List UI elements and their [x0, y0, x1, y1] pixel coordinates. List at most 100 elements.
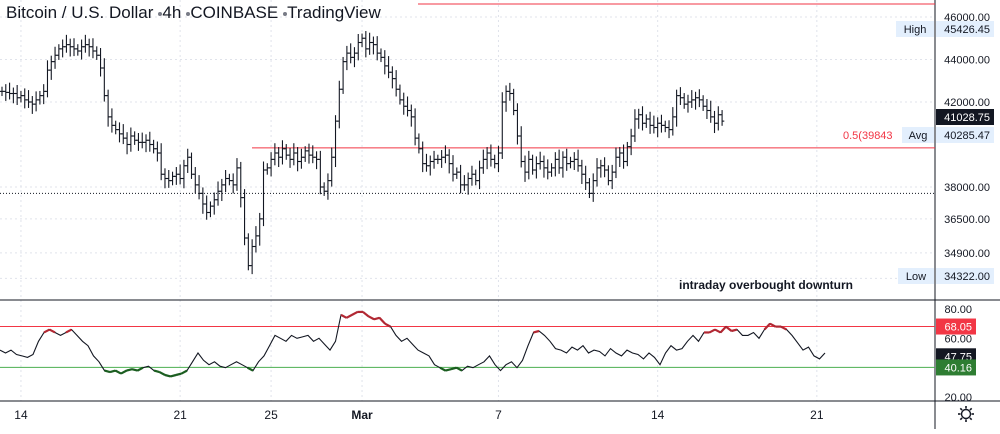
- candle-65: [246, 233, 251, 271]
- candle-180: [681, 93, 687, 109]
- candle-40: [151, 139, 156, 154]
- candle-136: [515, 103, 520, 145]
- candle-174: [659, 114, 664, 133]
- candle-171: [647, 111, 653, 134]
- candle-141: [534, 156, 539, 179]
- candle-172: [651, 115, 657, 134]
- svg-text:High: High: [904, 24, 927, 36]
- candle-116: [439, 150, 444, 168]
- price-tick-label: 34900.00: [944, 248, 990, 260]
- oscillator-highlight: [120, 369, 128, 375]
- candle-115: [435, 154, 441, 165]
- price-axis[interactable]: 46000.0044000.0042000.0038000.0036500.00…: [896, 12, 994, 404]
- candle-54: [204, 195, 209, 220]
- candle-44: [166, 170, 171, 188]
- candle-14: [52, 46, 58, 69]
- candle-50: [189, 152, 194, 179]
- candle-98: [371, 36, 376, 55]
- candle-51: [193, 167, 198, 194]
- time-tick-label: Mar: [351, 408, 373, 422]
- candle-59: [223, 170, 228, 193]
- time-tick-label: 7: [495, 408, 502, 422]
- candle-2: [7, 82, 12, 100]
- oscillator-highlight: [719, 325, 727, 334]
- candle-190: [719, 110, 725, 126]
- oscillator-highlight: [450, 366, 457, 371]
- candle-170: [644, 114, 649, 128]
- oscillator-highlight: [43, 328, 51, 334]
- candle-27: [102, 58, 107, 102]
- candle-41: [155, 141, 160, 162]
- candle-142: [537, 151, 543, 170]
- candle-161: [609, 164, 615, 190]
- candle-189: [716, 106, 721, 131]
- candle-70: [265, 163, 270, 175]
- candle-46: [174, 167, 179, 185]
- candle-144: [545, 159, 550, 180]
- candle-145: [549, 163, 554, 177]
- oscillator-highlight: [533, 329, 540, 334]
- osc-tick-label: 80.00: [944, 304, 972, 316]
- candle-127: [481, 149, 486, 174]
- candle-79: [299, 148, 304, 169]
- candle-96: [363, 31, 369, 58]
- candle-87: [329, 147, 334, 187]
- candle-12: [45, 60, 50, 98]
- candle-147: [556, 149, 562, 174]
- candle-140: [530, 154, 535, 175]
- candle-126: [477, 160, 482, 190]
- candle-94: [356, 34, 361, 61]
- candle-182: [689, 90, 694, 108]
- candle-83: [314, 151, 319, 170]
- candle-120: [454, 167, 459, 179]
- svg-text:41028.75: 41028.75: [944, 112, 990, 124]
- candle-17: [64, 34, 69, 53]
- candle-173: [655, 117, 660, 138]
- candle-93: [352, 47, 357, 68]
- oscillator-highlight: [114, 369, 122, 375]
- osc-tick-label: 60.00: [944, 333, 972, 345]
- candle-188: [712, 110, 717, 134]
- candle-35: [132, 131, 137, 145]
- candle-123: [465, 172, 471, 195]
- separator-dot: [186, 11, 191, 16]
- candle-9: [33, 91, 39, 112]
- time-axis[interactable]: 14 21 25 Mar 7 14 21: [14, 408, 824, 422]
- candle-10: [37, 90, 43, 105]
- candle-131: [496, 145, 501, 173]
- candle-75: [284, 144, 289, 160]
- candle-31: [117, 122, 122, 143]
- candle-152: [575, 149, 581, 172]
- oscillator-highlight: [153, 369, 160, 374]
- oscillator-highlight: [731, 328, 738, 333]
- symbol-name[interactable]: Bitcoin / U.S. Dollar: [6, 3, 154, 22]
- candle-11: [41, 84, 46, 105]
- candle-112: [424, 153, 429, 172]
- oscillator-highlight: [48, 328, 56, 334]
- candle-64: [242, 189, 247, 246]
- candle-16: [60, 39, 65, 58]
- time-tick-label: 21: [810, 408, 824, 422]
- candle-81: [306, 143, 312, 164]
- chart-header: Bitcoin / U.S. Dollar 4h COINBASE TradingVi…: [6, 3, 381, 23]
- oscillator: [0, 310, 935, 378]
- candle-160: [606, 165, 611, 186]
- candle-42: [158, 143, 164, 181]
- gear-icon[interactable]: [958, 406, 974, 422]
- candle-47: [177, 164, 183, 185]
- candle-107: [405, 96, 410, 117]
- oscillator-highlight: [384, 322, 392, 328]
- candle-139: [526, 150, 532, 180]
- interval-label[interactable]: 4h: [162, 3, 182, 22]
- high-label: 45426.45 High: [896, 21, 994, 37]
- candle-72: [272, 143, 278, 166]
- candle-38: [143, 134, 149, 153]
- candle-23: [86, 38, 92, 57]
- candle-18: [68, 38, 73, 57]
- svg-text:40285.47: 40285.47: [944, 130, 990, 142]
- upper-band-label: 68.05: [936, 318, 976, 335]
- candle-154: [583, 165, 588, 190]
- candle-29: [109, 108, 115, 133]
